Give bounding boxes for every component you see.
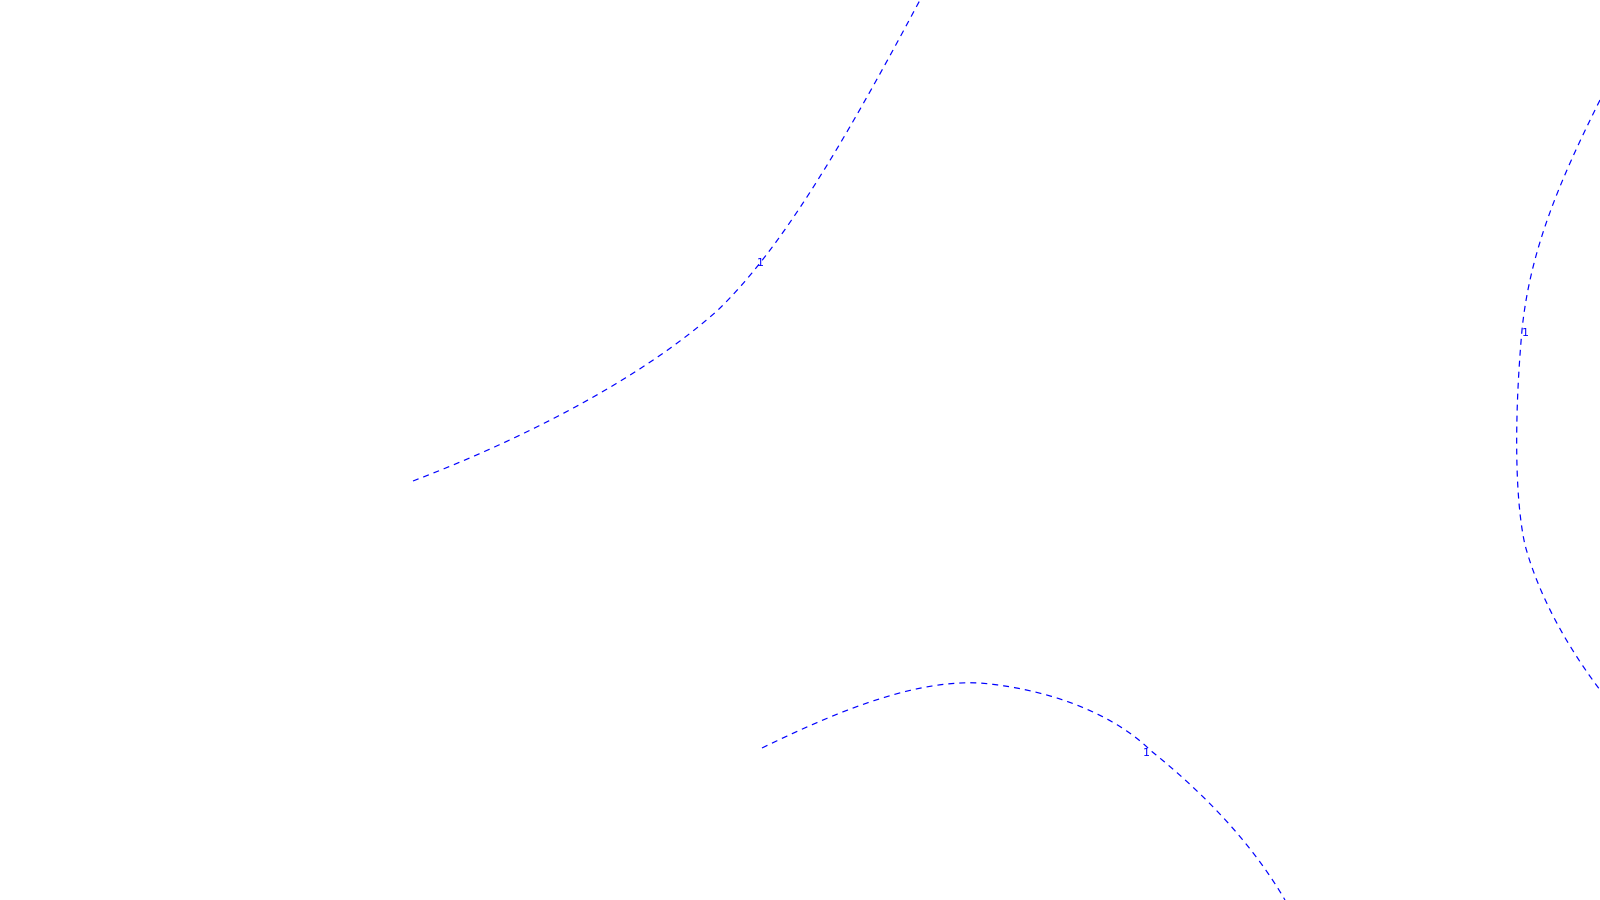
contour-label: 1 [1522, 326, 1529, 339]
contour-path [761, 682, 1286, 900]
contour-line-upper-left: 1 [412, 0, 921, 482]
contour-line-bottom: 1 [761, 682, 1286, 900]
contour-label: 1 [757, 256, 764, 269]
contour-label: 1 [1143, 746, 1150, 759]
contour-path [412, 0, 921, 482]
contour-path [1516, 99, 1600, 691]
contour-line-right: 1 [1516, 99, 1600, 691]
